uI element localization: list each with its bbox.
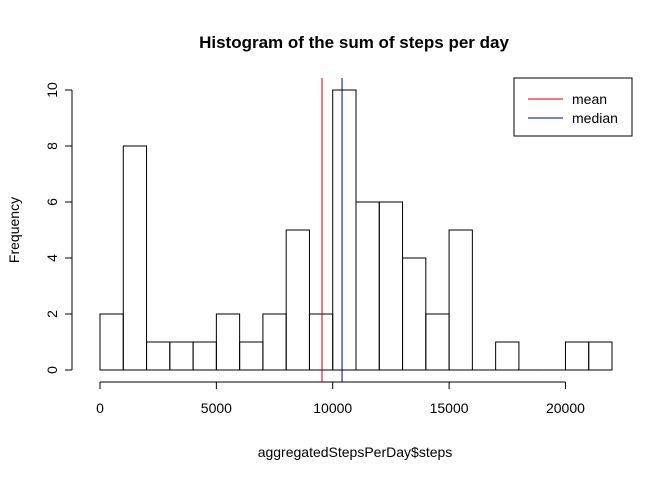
x-tick-label: 5000 — [201, 400, 232, 416]
histogram-bar-13 — [402, 257, 427, 371]
histogram-bar-10 — [332, 89, 357, 371]
histogram-bar-3 — [169, 341, 194, 371]
x-axis: 0 5000 10000 15000 20000 — [96, 381, 585, 416]
histogram-bar-14 — [425, 313, 450, 371]
chart-title: Histogram of the sum of steps per day — [199, 33, 509, 52]
histogram-bar-4 — [192, 341, 217, 371]
histogram-bars — [99, 89, 613, 371]
histogram-bar-11 — [355, 201, 380, 371]
histogram-bar-9 — [308, 313, 334, 371]
histogram-bar-12 — [378, 201, 404, 371]
x-tick-label: 20000 — [546, 400, 585, 416]
x-tick-label: 15000 — [430, 400, 469, 416]
x-axis-label: aggregatedStepsPerDay$steps — [258, 444, 453, 460]
reference-lines — [321, 78, 343, 382]
y-tick-label: 10 — [44, 82, 60, 98]
histogram-bar-1 — [122, 145, 148, 371]
legend-label-median: median — [572, 110, 618, 126]
legend: mean median — [513, 77, 633, 137]
legend-label-mean: mean — [572, 91, 607, 107]
y-tick-label: 6 — [44, 198, 60, 206]
histogram-bar-8 — [285, 229, 310, 371]
y-tick-label: 4 — [44, 254, 60, 262]
y-tick-label: 2 — [44, 310, 60, 318]
histogram-bar-6 — [239, 341, 264, 371]
y-axis-label: Frequency — [6, 197, 22, 263]
y-tick-label: 0 — [44, 366, 60, 374]
histogram-bar-0 — [99, 313, 124, 371]
histogram-bar-15 — [448, 229, 473, 371]
y-tick-label: 8 — [44, 142, 60, 150]
x-tick-label: 0 — [96, 400, 104, 416]
histogram-bar-2 — [146, 341, 171, 371]
legend-box — [513, 77, 633, 137]
histogram-bar-17 — [495, 341, 520, 371]
histogram-bar-5 — [215, 313, 241, 371]
histogram-bar-20 — [564, 341, 590, 371]
histogram-bar-7 — [262, 313, 287, 371]
x-tick-label: 10000 — [313, 400, 352, 416]
y-axis: 0 2 4 6 8 10 — [44, 82, 73, 374]
histogram-bar-21 — [588, 341, 613, 371]
